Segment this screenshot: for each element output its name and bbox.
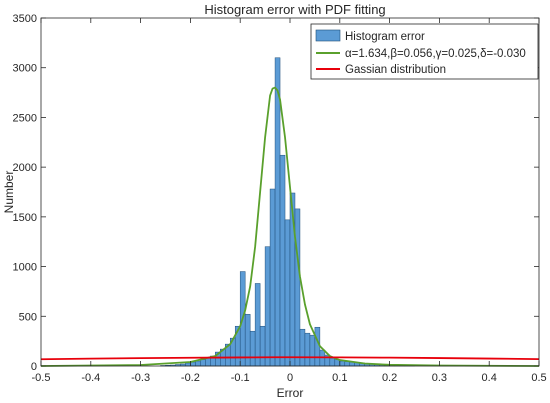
histogram-bar [205,357,211,367]
x-tick-label: -0.3 [131,372,150,384]
histogram-bar [259,325,266,367]
fit-lines [40,86,540,367]
legend-swatch-histogram [315,29,341,42]
histogram-bar [200,359,206,367]
histogram-bar [279,154,286,367]
x-tick-label: 0.1 [332,372,347,384]
histogram-bar [294,208,301,367]
y-tick-label: 1500 [13,212,37,224]
y-axis-label: Number [2,171,16,214]
histogram-bar [269,188,276,367]
y-tick-label: 3500 [13,13,37,25]
y-tick-label: 3000 [13,63,37,75]
x-tick-label: -0.5 [32,372,51,384]
x-tick-label: 0.4 [482,372,497,384]
y-tick-label: 500 [19,311,37,323]
x-axis-ticks: -0.5 -0.4 -0.3 -0.2 -0.1 0 0.1 0.2 0.3 0.4 0.5 [32,18,547,384]
y-tick-label: 2000 [13,162,37,174]
histogram-bar [185,362,191,367]
histogram-bar [264,246,271,367]
x-axis-label: Error [277,386,304,400]
histogram-bar [195,360,201,367]
x-tick-label: -0.4 [81,372,100,384]
x-tick-label: -0.1 [231,372,250,384]
y-tick-label: 0 [31,361,37,373]
histogram-bars [160,57,415,367]
y-tick-label: 2500 [13,112,37,124]
legend-box [310,23,539,80]
x-tick-label: 0 [287,372,293,384]
histogram-bar [274,57,281,367]
histogram-bar [309,334,316,367]
histogram-bar [284,219,291,367]
x-tick-label: 0.5 [531,372,546,384]
x-tick-label: -0.2 [181,372,200,384]
histogram-bar [299,328,306,367]
y-axis-ticks: 0 500 1000 1500 2000 2500 3000 3500 [13,13,539,373]
x-tick-label: 0.2 [382,372,397,384]
chart-title: Histogram error with PDF fitting [204,2,385,17]
y-tick-label: 1000 [13,262,37,274]
x-tick-label: 0.3 [432,372,447,384]
histogram-bar [254,283,261,367]
legend-label-histogram: Histogram error [345,31,425,43]
histogram-bar [249,330,256,367]
legend: Histogram error α=1.634,β=0.056,γ=0.025,… [310,23,539,80]
series-line-gaussian [40,356,540,361]
histogram-bar [304,332,311,367]
histogram-bar [339,360,346,367]
histogram-bar [329,357,336,367]
legend-label-fit: α=1.634,β=0.056,γ=0.025,δ=-0.030 [345,48,526,60]
legend-label-gaussian: Gassian distribution [345,64,446,76]
